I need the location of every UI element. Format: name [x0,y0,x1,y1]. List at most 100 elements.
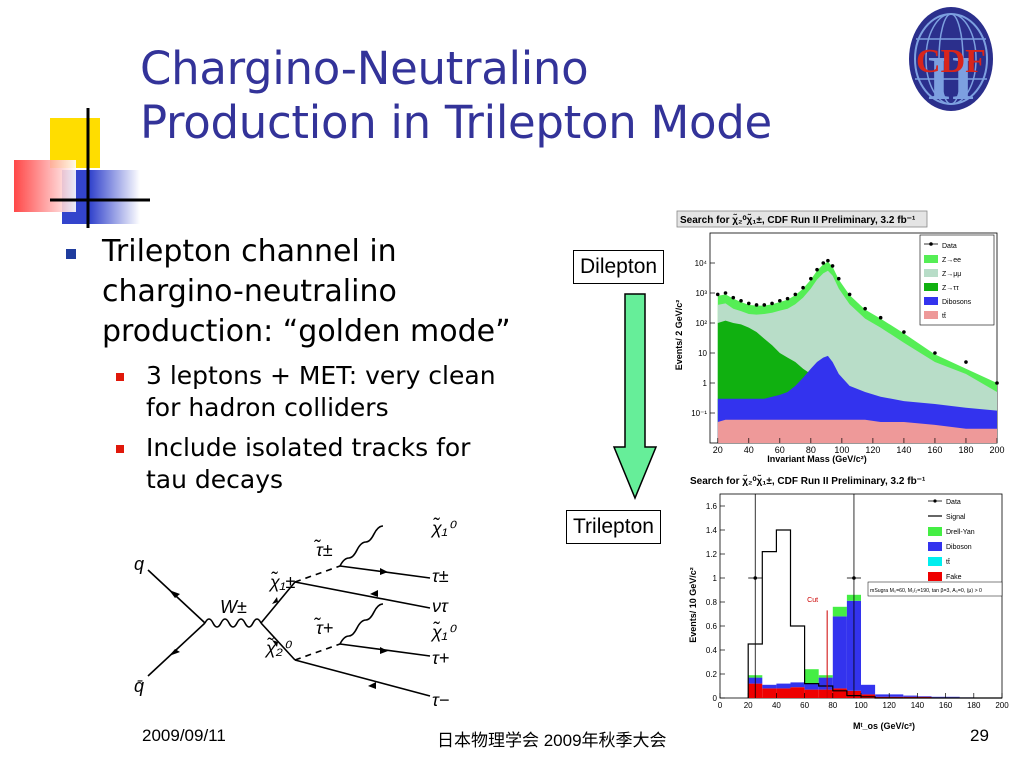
y-tick-label: 0.2 [706,670,718,679]
x-tick-label: 80 [828,701,837,710]
stau-pm-line [294,565,341,583]
sub-bullet-line: tau decays [146,465,284,494]
tau-m-line [294,659,431,697]
y-tick-label: 1.4 [706,526,718,535]
sub-bullet-marker [116,445,124,453]
data-point [863,306,867,311]
legend-label: Diboson [946,544,972,551]
legend-label: Fake [946,574,962,581]
legend-label: tt̄ [942,312,946,320]
x-tick-label: 160 [927,445,942,455]
legend-swatch [928,542,942,551]
data-point [826,258,830,263]
legend-swatch [924,269,938,277]
bar-Fake [762,688,777,698]
signal-histogram [747,529,1002,699]
data-point [754,303,759,307]
bar-Diboson [903,695,918,697]
data-point [715,292,720,297]
x-tick-label: 40 [772,701,781,710]
bar-Diboson [804,683,819,690]
x-tick-label: 120 [865,445,880,455]
legend-label: tt̄ [946,558,950,566]
sub-bullet-line: 3 leptons + MET: very clean [146,361,496,390]
data-point [964,360,968,364]
data-point [995,381,999,385]
y-tick-label: 1 [713,574,718,583]
legend-label: Z→ττ [942,285,959,292]
y-tick-label: 10⁻¹ [691,409,707,418]
chart1-xlabel: Invariant Mass (GeV/c²) [767,454,867,464]
trilepton-mt-chart: Search for χ̃₂⁰χ̃₁±, CDF Run II Prelimin… [684,470,1014,732]
data-point [852,576,856,580]
label-tau-p: τ+ [432,648,449,668]
data-point [830,264,835,268]
bar-Fake [832,688,847,698]
data-point [731,295,736,300]
bullet-item: Trilepton channel in chargino-neutralino… [62,232,582,352]
bullet-line: production: “golden mode” [102,314,511,349]
chart2-ylabel: Events/ 10 GeV/c² [688,567,698,643]
chart1-ylabel: Events/ 2 GeV/c² [674,300,684,371]
data-point [821,261,826,265]
footer-event: 日本物理学会 2009年秋季大会 [437,731,667,750]
legend-swatch [924,311,938,319]
legend-swatch [924,283,938,291]
data-point [739,298,743,303]
bar-Diboson [917,696,932,697]
y-tick-label: 10⁴ [695,259,708,268]
annotation-box [867,581,1003,597]
bullet-line: Trilepton channel in [102,234,397,269]
chargino-line [260,581,296,624]
label-chargino: χ̃₁± [268,571,296,592]
sub-bullet-marker [116,373,124,381]
legend-label: Z→ee [942,257,961,264]
bullet-marker [66,249,76,259]
data-point [902,330,906,334]
legend-marker [929,242,933,246]
x-tick-label: 200 [989,445,1004,455]
x-tick-label: 120 [883,701,897,710]
data-point [815,267,819,272]
label-nu-tau: ντ [432,596,449,616]
data-point [878,315,883,320]
data-point [723,291,728,295]
y-tick-label: 1 [703,379,708,388]
data-point [847,292,852,297]
cut-label: Cut [807,597,818,604]
x-tick-label: 40 [744,445,754,455]
neutralino2-line [260,622,296,661]
x-tick-label: 140 [896,445,911,455]
label-neutralino1-a: χ̃₁⁰ [430,517,458,538]
label-tau-pm: τ± [432,566,449,586]
x-tick-label: 160 [939,701,953,710]
sub-bullet-line: for hadron colliders [146,393,389,422]
feynman-diagram: q q̄ W± χ̃₁± χ̃₂⁰ τ̃± τ̃+ χ̃₁⁰ τ± ντ χ̃₁… [134,517,458,710]
data-point [785,296,790,301]
label-tau-m: τ− [432,690,449,710]
y-tick-label: 10² [695,319,707,328]
legend-marker [933,499,937,503]
y-tick-label: 10 [698,349,707,358]
legend-swatch [928,572,942,581]
chart2-xlabel: Mᵗ_os (GeV/c²) [853,721,915,731]
legend-label: Dibosons [942,299,972,306]
bar-Diboson [875,694,890,697]
title-line-1: Chargino-Neutralino [140,42,589,95]
logo-numeral: II [927,45,975,113]
data-point [778,298,782,303]
label-stau-p: τ̃+ [314,617,334,638]
label-q: q [134,554,144,574]
bar-Diboson [945,696,960,698]
dilepton-mass-chart: Search for χ̃₂⁰χ̃₁±, CDF Run II Prelimin… [672,205,1010,465]
x-tick-label: 180 [958,445,973,455]
legend-label: Drell-Yan [946,529,975,536]
data-point [762,303,767,307]
w-boson-line [204,618,262,628]
x-tick-label: 100 [854,701,868,710]
bar-Diboson [776,683,791,689]
legend-label: Data [946,499,961,506]
data-point [770,301,774,306]
legend-swatch [928,557,942,566]
label-neutralino2: χ̃₂⁰ [264,637,293,658]
